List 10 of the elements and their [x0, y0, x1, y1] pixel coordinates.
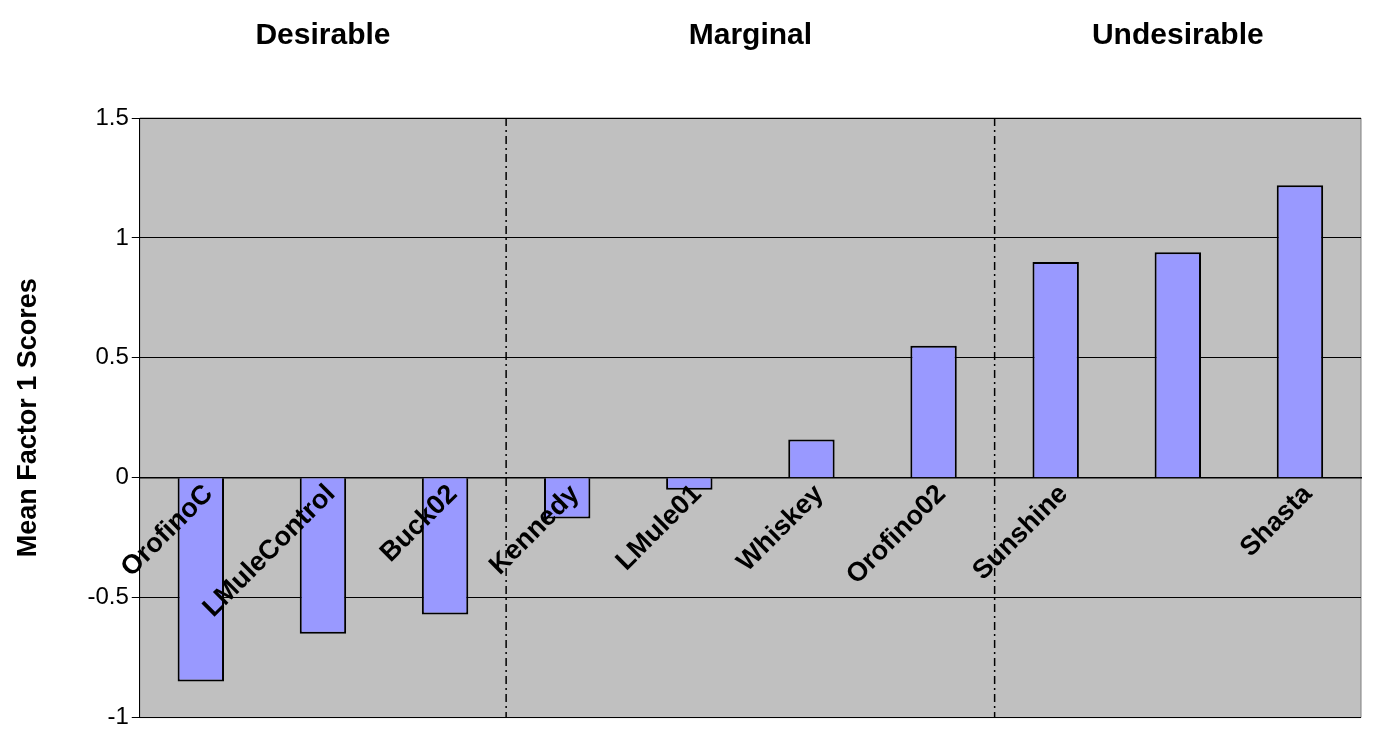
text: Marginal — [688, 17, 813, 51]
text: Desirable — [255, 17, 391, 51]
y-tick-label: 1.5 — [95, 102, 129, 130]
y-tick-label: -0.5 — [87, 582, 129, 610]
text: Undesirable — [1091, 17, 1264, 51]
y-tick-label: 0 — [115, 462, 129, 490]
y-tick-label: -1 — [107, 702, 129, 730]
y-axis-title: Mean Factor 1 Scores — [11, 278, 42, 558]
y-tick-label: 0.5 — [95, 342, 129, 370]
y-tick-label: 1 — [115, 222, 129, 250]
